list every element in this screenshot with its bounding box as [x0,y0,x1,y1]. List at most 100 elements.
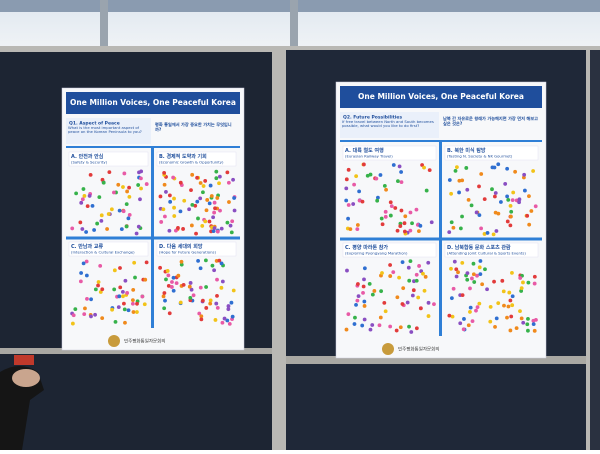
sticker-dot [361,290,365,295]
sticker-dot [208,183,213,188]
sticker-dot [531,322,536,327]
sticker-dot [506,304,511,309]
sticker-dot [418,223,423,228]
sticker-dot [501,289,506,294]
option-label: C. 평양 마라톤 참가 [345,244,388,251]
sticker-dot [85,204,90,209]
sticker-dot [458,226,463,231]
sticker-dot [367,282,372,286]
sticker-dot [225,170,230,175]
sticker-dot [178,209,183,214]
question-text-box: What is the most important aspect of pea… [68,126,142,134]
option-label: B. 북한 미식 탐방 [447,147,486,154]
visitor-hand [12,369,40,387]
sticker-dot [89,314,93,319]
sticker-dot [122,171,127,176]
visitor [0,366,44,450]
sticker-dot [163,298,167,303]
sticker-dot [215,277,219,282]
sticker-dot [73,307,78,312]
sticker-dot [417,229,421,233]
sticker-dot [126,216,131,221]
option-label-en: (Interaction & Cultural Exchange) [71,250,135,255]
question-title: Q2. Future Possibilities [343,115,402,121]
sticker-dot [217,258,222,263]
sticker-dot [494,316,499,321]
sticker-dot [84,259,89,264]
sticker-dot [200,224,205,228]
sticker-dot [449,296,454,301]
sticker-dot [144,260,149,265]
sticker-dot [190,172,195,177]
sticker-dot [70,321,75,326]
sticker-dot [395,295,400,300]
sticker-dot [130,301,135,306]
sticker-dot [179,259,184,264]
sticker-dot [169,285,174,289]
sticker-dot [380,271,384,275]
sticker-dot [452,259,457,264]
sticker-dot [164,277,168,282]
ceiling-strip [0,0,600,12]
option-label-en: (Hope for Future Generations) [159,250,216,255]
sticker-dot [98,263,103,268]
sticker-dot [460,293,465,298]
sticker-dot [509,209,514,214]
sticker-dot [427,168,432,173]
sticker-dot [468,286,472,291]
sticker-dot [81,261,86,266]
sticker-dot [78,279,83,284]
sticker-dot [190,202,195,207]
sticker-dot [396,179,400,184]
sticker-dot [471,272,476,277]
sticker-dot [231,288,236,293]
sticker-dot [182,198,187,203]
sticker-dot [465,187,470,192]
sticker-dot [490,187,494,192]
sticker-dot [414,207,419,212]
option-label-box [156,241,237,257]
sticker-dot [163,214,167,219]
option-label: D. 다음 세대의 희망 [159,243,203,250]
sticker-dot [426,260,431,265]
sticker-dot [416,295,421,300]
sticker-dot [212,226,217,231]
sticker-dot [213,206,217,211]
sticker-dot [470,319,475,323]
sticker-dot [519,316,524,321]
sticker-dot [118,266,122,270]
sticker-dot [117,208,122,213]
sticker-dot [187,207,192,212]
option-label: D. 남북합동 문화 스포츠 관람 [447,244,511,251]
sticker-dot [167,311,172,316]
sticker-dot [217,181,221,186]
sticker-dot [455,165,459,170]
sticker-dot [361,162,366,167]
sticker-dot [451,225,456,230]
sticker-dot [522,188,527,193]
sticker-dot [107,170,112,174]
edge-board [590,50,600,450]
sticker-dot [139,176,143,181]
sticker-dot [109,207,114,212]
sticker-dot [447,178,452,182]
posters: One Million Voices, One Peaceful Korea Q1… [61,81,547,359]
sticker-dot [378,173,383,177]
sticker-dot [351,202,356,206]
sticker-dot [84,273,89,278]
sticker-dot [227,200,231,204]
sticker-dot [411,288,416,293]
sticker-dot [354,302,358,307]
sticker-dot [465,271,470,276]
sticker-dot [525,213,530,218]
sticker-dot [97,195,102,200]
sticker-dot [112,190,116,195]
sticker-dot [388,200,393,205]
sticker-dot [454,274,459,279]
question-ko-box: 남북 간 자유로운 왕래가 가능해지면 가장 먼저 해보고 싶은 것은? [443,116,538,126]
sticker-dot [135,301,139,306]
sticker-dot [211,215,216,220]
sticker-dot [231,177,235,182]
sticker-dot [164,190,168,194]
sticker-dot [168,199,173,204]
